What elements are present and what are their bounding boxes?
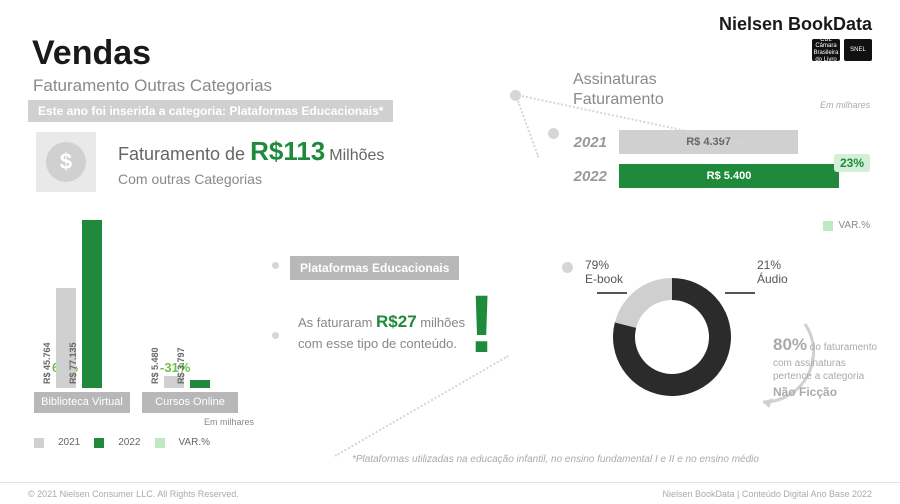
- kpi-block: Faturamento de R$113Milhões Com outras C…: [118, 136, 384, 187]
- donut-note-big: 80%: [773, 335, 807, 354]
- brand-logos: CBL Câmara Brasileira do Livro SNEL: [719, 39, 872, 61]
- hbar-row: 2022 R$ 5.400: [555, 164, 867, 188]
- connector: [517, 101, 539, 158]
- subscriptions-legend-text: VAR.%: [839, 220, 871, 231]
- legend-swatch-2021: [34, 438, 44, 448]
- hbar: R$ 5.400: [619, 164, 839, 188]
- donut-label-ebook: 79% E-book: [585, 258, 623, 287]
- donut-slice: [615, 278, 672, 328]
- dot: [272, 262, 279, 269]
- subscriptions-unit: Em milhares: [820, 100, 870, 110]
- logo-cbl: CBL Câmara Brasileira do Livro: [812, 39, 840, 61]
- dot: [562, 262, 573, 273]
- hbar-row: 2021 R$ 4.397: [555, 130, 867, 154]
- mid-text: As faturaram R$27 milhões com esse tipo …: [298, 310, 468, 353]
- mid-text-value: R$27: [376, 312, 417, 331]
- legend-2021: 2021: [58, 437, 80, 448]
- kpi-line1: Faturamento de R$113Milhões: [118, 136, 384, 167]
- dot: [510, 90, 521, 101]
- legend-swatch-var: [155, 438, 165, 448]
- bar-value-label: R$ 3.797: [176, 347, 186, 384]
- bar-chart-categories: Biblioteca Virtual Cursos Online: [34, 390, 254, 413]
- legend-2022: 2022: [118, 437, 140, 448]
- donut-lead-audio: [725, 292, 755, 294]
- category-note: Este ano foi inserida a categoria: Plata…: [28, 100, 393, 122]
- donut-note: 80% do faturamento com assinaturas perte…: [773, 334, 883, 400]
- donut-ebook-name: E-book: [585, 272, 623, 286]
- dot: [548, 128, 559, 139]
- bar-value-label: R$ 5.480: [150, 347, 160, 384]
- sub-title-l1: Assinaturas: [573, 71, 657, 88]
- dollar-badge: $: [36, 132, 96, 192]
- legend-swatch-subvar: [823, 221, 833, 231]
- bar-chart: 69%R$ 45.764R$ 77.135-31%R$ 5.480R$ 3.79…: [34, 220, 254, 450]
- donut-chart: 79% E-book 21% Áudio 80% do faturamento …: [585, 258, 875, 438]
- bar-category-label: Biblioteca Virtual: [34, 392, 130, 413]
- bar-chart-legend: 2021 2022 VAR.%: [34, 437, 254, 448]
- dollar-icon: $: [46, 142, 86, 182]
- bar-chart-unit: Em milhares: [34, 417, 254, 427]
- bar-chart-plot: 69%R$ 45.764R$ 77.135-31%R$ 5.480R$ 3.79…: [34, 220, 254, 388]
- bar: R$ 3.797: [190, 380, 210, 388]
- bar-category-label: Cursos Online: [142, 392, 238, 413]
- footer-right: Nielsen BookData | Conteúdo Digital Ano …: [663, 489, 872, 499]
- donut-lead-ebook: [597, 292, 627, 294]
- kpi-value: R$113: [250, 136, 325, 166]
- donut-svg: [613, 278, 731, 396]
- footer: © 2021 Nielsen Consumer LLC. All Rights …: [0, 482, 900, 504]
- mid-badge: Plataformas Educacionais: [290, 256, 459, 280]
- donut-label-audio: 21% Áudio: [757, 258, 788, 287]
- page-title: Vendas: [32, 34, 151, 73]
- footer-left: © 2021 Nielsen Consumer LLC. All Rights …: [28, 489, 239, 499]
- kpi-unit: Milhões: [329, 147, 384, 164]
- bar: R$ 77.135: [82, 220, 102, 388]
- slide: Vendas Faturamento Outras Categorias Est…: [0, 0, 900, 504]
- footnote: *Plataformas utilizadas na educação infa…: [352, 454, 759, 465]
- donut-audio-pct: 21%: [757, 258, 781, 272]
- legend-swatch-2022: [94, 438, 104, 448]
- donut-audio-name: Áudio: [757, 272, 788, 286]
- sub-title-l2: Faturamento: [573, 91, 664, 108]
- subscriptions-legend: VAR.%: [823, 220, 871, 231]
- hbar-year: 2021: [555, 134, 607, 151]
- brand-block: Nielsen BookData CBL Câmara Brasileira d…: [719, 14, 872, 61]
- donut-ebook-pct: 79%: [585, 258, 609, 272]
- hbar-year: 2022: [555, 168, 607, 185]
- kpi-lead: Faturamento de: [118, 144, 250, 164]
- dot: [272, 332, 279, 339]
- mid-text-pre: As faturaram: [298, 315, 376, 330]
- subscriptions-bars: 2021 R$ 4.397 2022 R$ 5.400: [555, 120, 867, 198]
- connector: [335, 355, 509, 457]
- donut-note-bold: Não Ficção: [773, 385, 837, 399]
- subscriptions-title: Assinaturas Faturamento: [573, 70, 664, 110]
- kpi-sub: Com outras Categorias: [118, 171, 384, 187]
- subscriptions-variation: 23%: [834, 154, 870, 172]
- page-subtitle: Faturamento Outras Categorias: [33, 76, 272, 96]
- exclaim-icon: !: [468, 290, 495, 360]
- hbar: R$ 4.397: [619, 130, 798, 154]
- bar-value-label: R$ 77.135: [68, 342, 78, 384]
- logo-snel: SNEL: [844, 39, 872, 61]
- legend-var: VAR.%: [179, 437, 211, 448]
- bar-value-label: R$ 45.764: [42, 342, 52, 384]
- brand-name: Nielsen BookData: [719, 14, 872, 35]
